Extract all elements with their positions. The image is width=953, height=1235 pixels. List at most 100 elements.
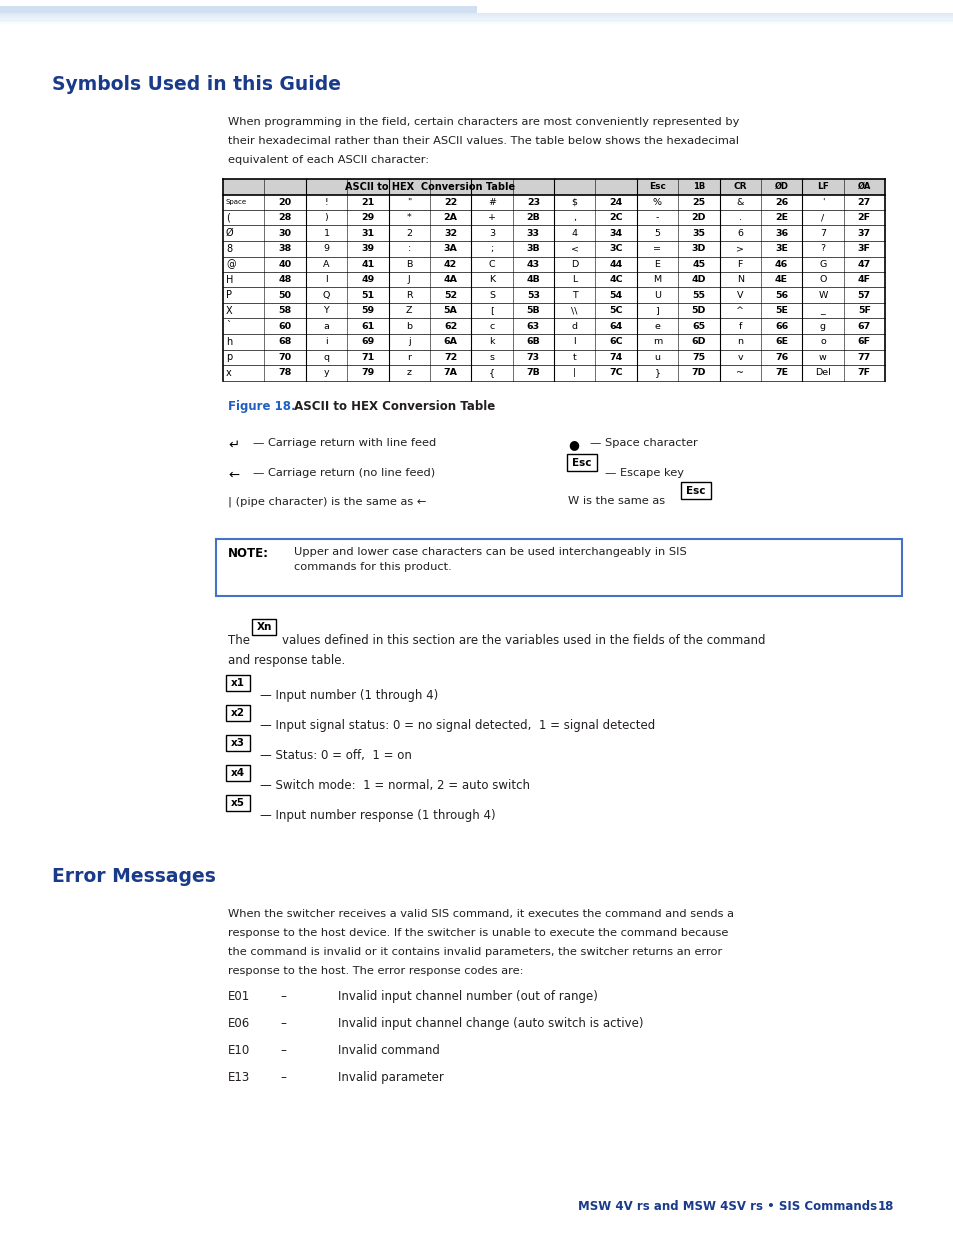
Text: K: K: [488, 275, 495, 284]
Text: — Escape key: — Escape key: [604, 468, 683, 478]
Text: x2: x2: [231, 708, 245, 719]
Text: 5D: 5D: [691, 306, 705, 315]
Text: 3A: 3A: [443, 245, 457, 253]
Text: ØA: ØA: [857, 183, 870, 191]
Text: — Space character: — Space character: [589, 438, 697, 448]
Text: 6: 6: [737, 228, 742, 238]
Text: W is the same as: W is the same as: [567, 496, 668, 506]
Text: 57: 57: [857, 290, 870, 300]
Text: J: J: [407, 275, 410, 284]
Text: 73: 73: [526, 353, 539, 362]
Text: Esc: Esc: [648, 183, 665, 191]
Text: –: –: [280, 1072, 286, 1084]
Text: ↵: ↵: [228, 438, 239, 452]
Text: CR: CR: [733, 183, 746, 191]
Text: 7: 7: [819, 228, 825, 238]
Text: Y: Y: [323, 306, 329, 315]
Text: 20: 20: [278, 198, 292, 206]
Text: C: C: [488, 259, 495, 269]
Text: –: –: [280, 990, 286, 1004]
Text: [: [: [490, 306, 494, 315]
Text: values defined in this section are the variables used in the fields of the comma: values defined in this section are the v…: [282, 634, 764, 646]
Text: ': ': [821, 198, 823, 206]
Text: 7C: 7C: [609, 368, 622, 377]
Text: w: w: [819, 353, 826, 362]
Text: B: B: [406, 259, 412, 269]
Text: 18: 18: [877, 1200, 893, 1213]
Text: ●: ●: [567, 438, 578, 452]
Text: 38: 38: [278, 245, 292, 253]
Text: 77: 77: [857, 353, 870, 362]
Text: 78: 78: [278, 368, 292, 377]
Text: 56: 56: [774, 290, 787, 300]
Text: -: -: [655, 214, 659, 222]
Text: 7B: 7B: [526, 368, 539, 377]
Text: 3F: 3F: [857, 245, 870, 253]
Text: 54: 54: [609, 290, 622, 300]
Text: 42: 42: [443, 259, 456, 269]
Text: i: i: [325, 337, 328, 346]
Text: E: E: [654, 259, 659, 269]
Text: 66: 66: [774, 322, 787, 331]
Text: — Input number response (1 through 4): — Input number response (1 through 4): [260, 809, 496, 823]
Text: q: q: [323, 353, 329, 362]
Bar: [215, 538, 901, 595]
Text: /: /: [821, 214, 823, 222]
Text: <: <: [570, 245, 578, 253]
Text: 5F: 5F: [857, 306, 870, 315]
Text: NOTE:: NOTE:: [228, 547, 269, 561]
Bar: [252, 619, 275, 636]
Text: ØD: ØD: [774, 183, 788, 191]
Text: The: The: [228, 634, 253, 646]
Text: 2D: 2D: [691, 214, 705, 222]
Text: Upper and lower case characters can be used interchangeably in SIS
commands for : Upper and lower case characters can be u…: [294, 547, 686, 572]
Text: s: s: [489, 353, 494, 362]
Text: @: @: [226, 259, 235, 269]
Text: G: G: [819, 259, 825, 269]
Text: E06: E06: [228, 1018, 250, 1030]
Text: 71: 71: [361, 353, 374, 362]
Text: 28: 28: [278, 214, 292, 222]
Text: 67: 67: [857, 322, 870, 331]
Text: 2E: 2E: [774, 214, 787, 222]
Text: S: S: [489, 290, 495, 300]
Text: h: h: [226, 337, 232, 347]
Text: 1B: 1B: [692, 183, 704, 191]
Text: o: o: [820, 337, 825, 346]
Text: 5B: 5B: [526, 306, 539, 315]
Text: ←: ←: [228, 468, 239, 482]
Bar: [223, 366, 884, 380]
Text: 58: 58: [278, 306, 292, 315]
Text: 4E: 4E: [774, 275, 787, 284]
Text: H: H: [226, 274, 233, 285]
Text: MSW 4V rs and MSW 4SV rs • SIS Commands: MSW 4V rs and MSW 4SV rs • SIS Commands: [578, 1200, 876, 1213]
Text: 2F: 2F: [857, 214, 870, 222]
Text: Invalid command: Invalid command: [337, 1045, 439, 1057]
Text: v: v: [737, 353, 742, 362]
Text: 4C: 4C: [609, 275, 622, 284]
Text: ASCII to HEX  Conversion Table: ASCII to HEX Conversion Table: [344, 182, 515, 191]
Text: 6B: 6B: [526, 337, 539, 346]
Text: 30: 30: [278, 228, 292, 238]
Text: ,: ,: [573, 214, 576, 222]
Text: d: d: [571, 322, 578, 331]
Text: 26: 26: [774, 198, 787, 206]
Text: Esc: Esc: [685, 485, 705, 495]
Text: l: l: [573, 337, 576, 346]
Bar: [223, 226, 884, 241]
Text: 5C: 5C: [609, 306, 622, 315]
Text: 4B: 4B: [526, 275, 539, 284]
Text: #: #: [487, 198, 496, 206]
Text: 34: 34: [609, 228, 622, 238]
Text: 3D: 3D: [691, 245, 705, 253]
Text: Del: Del: [814, 368, 830, 377]
Text: 35: 35: [692, 228, 704, 238]
Text: 53: 53: [526, 290, 539, 300]
Text: R: R: [405, 290, 412, 300]
Bar: [223, 272, 884, 288]
Text: 21: 21: [361, 198, 374, 206]
Text: `: `: [226, 321, 231, 331]
Text: 3C: 3C: [609, 245, 622, 253]
Text: and response table.: and response table.: [228, 655, 345, 667]
Text: U: U: [653, 290, 660, 300]
